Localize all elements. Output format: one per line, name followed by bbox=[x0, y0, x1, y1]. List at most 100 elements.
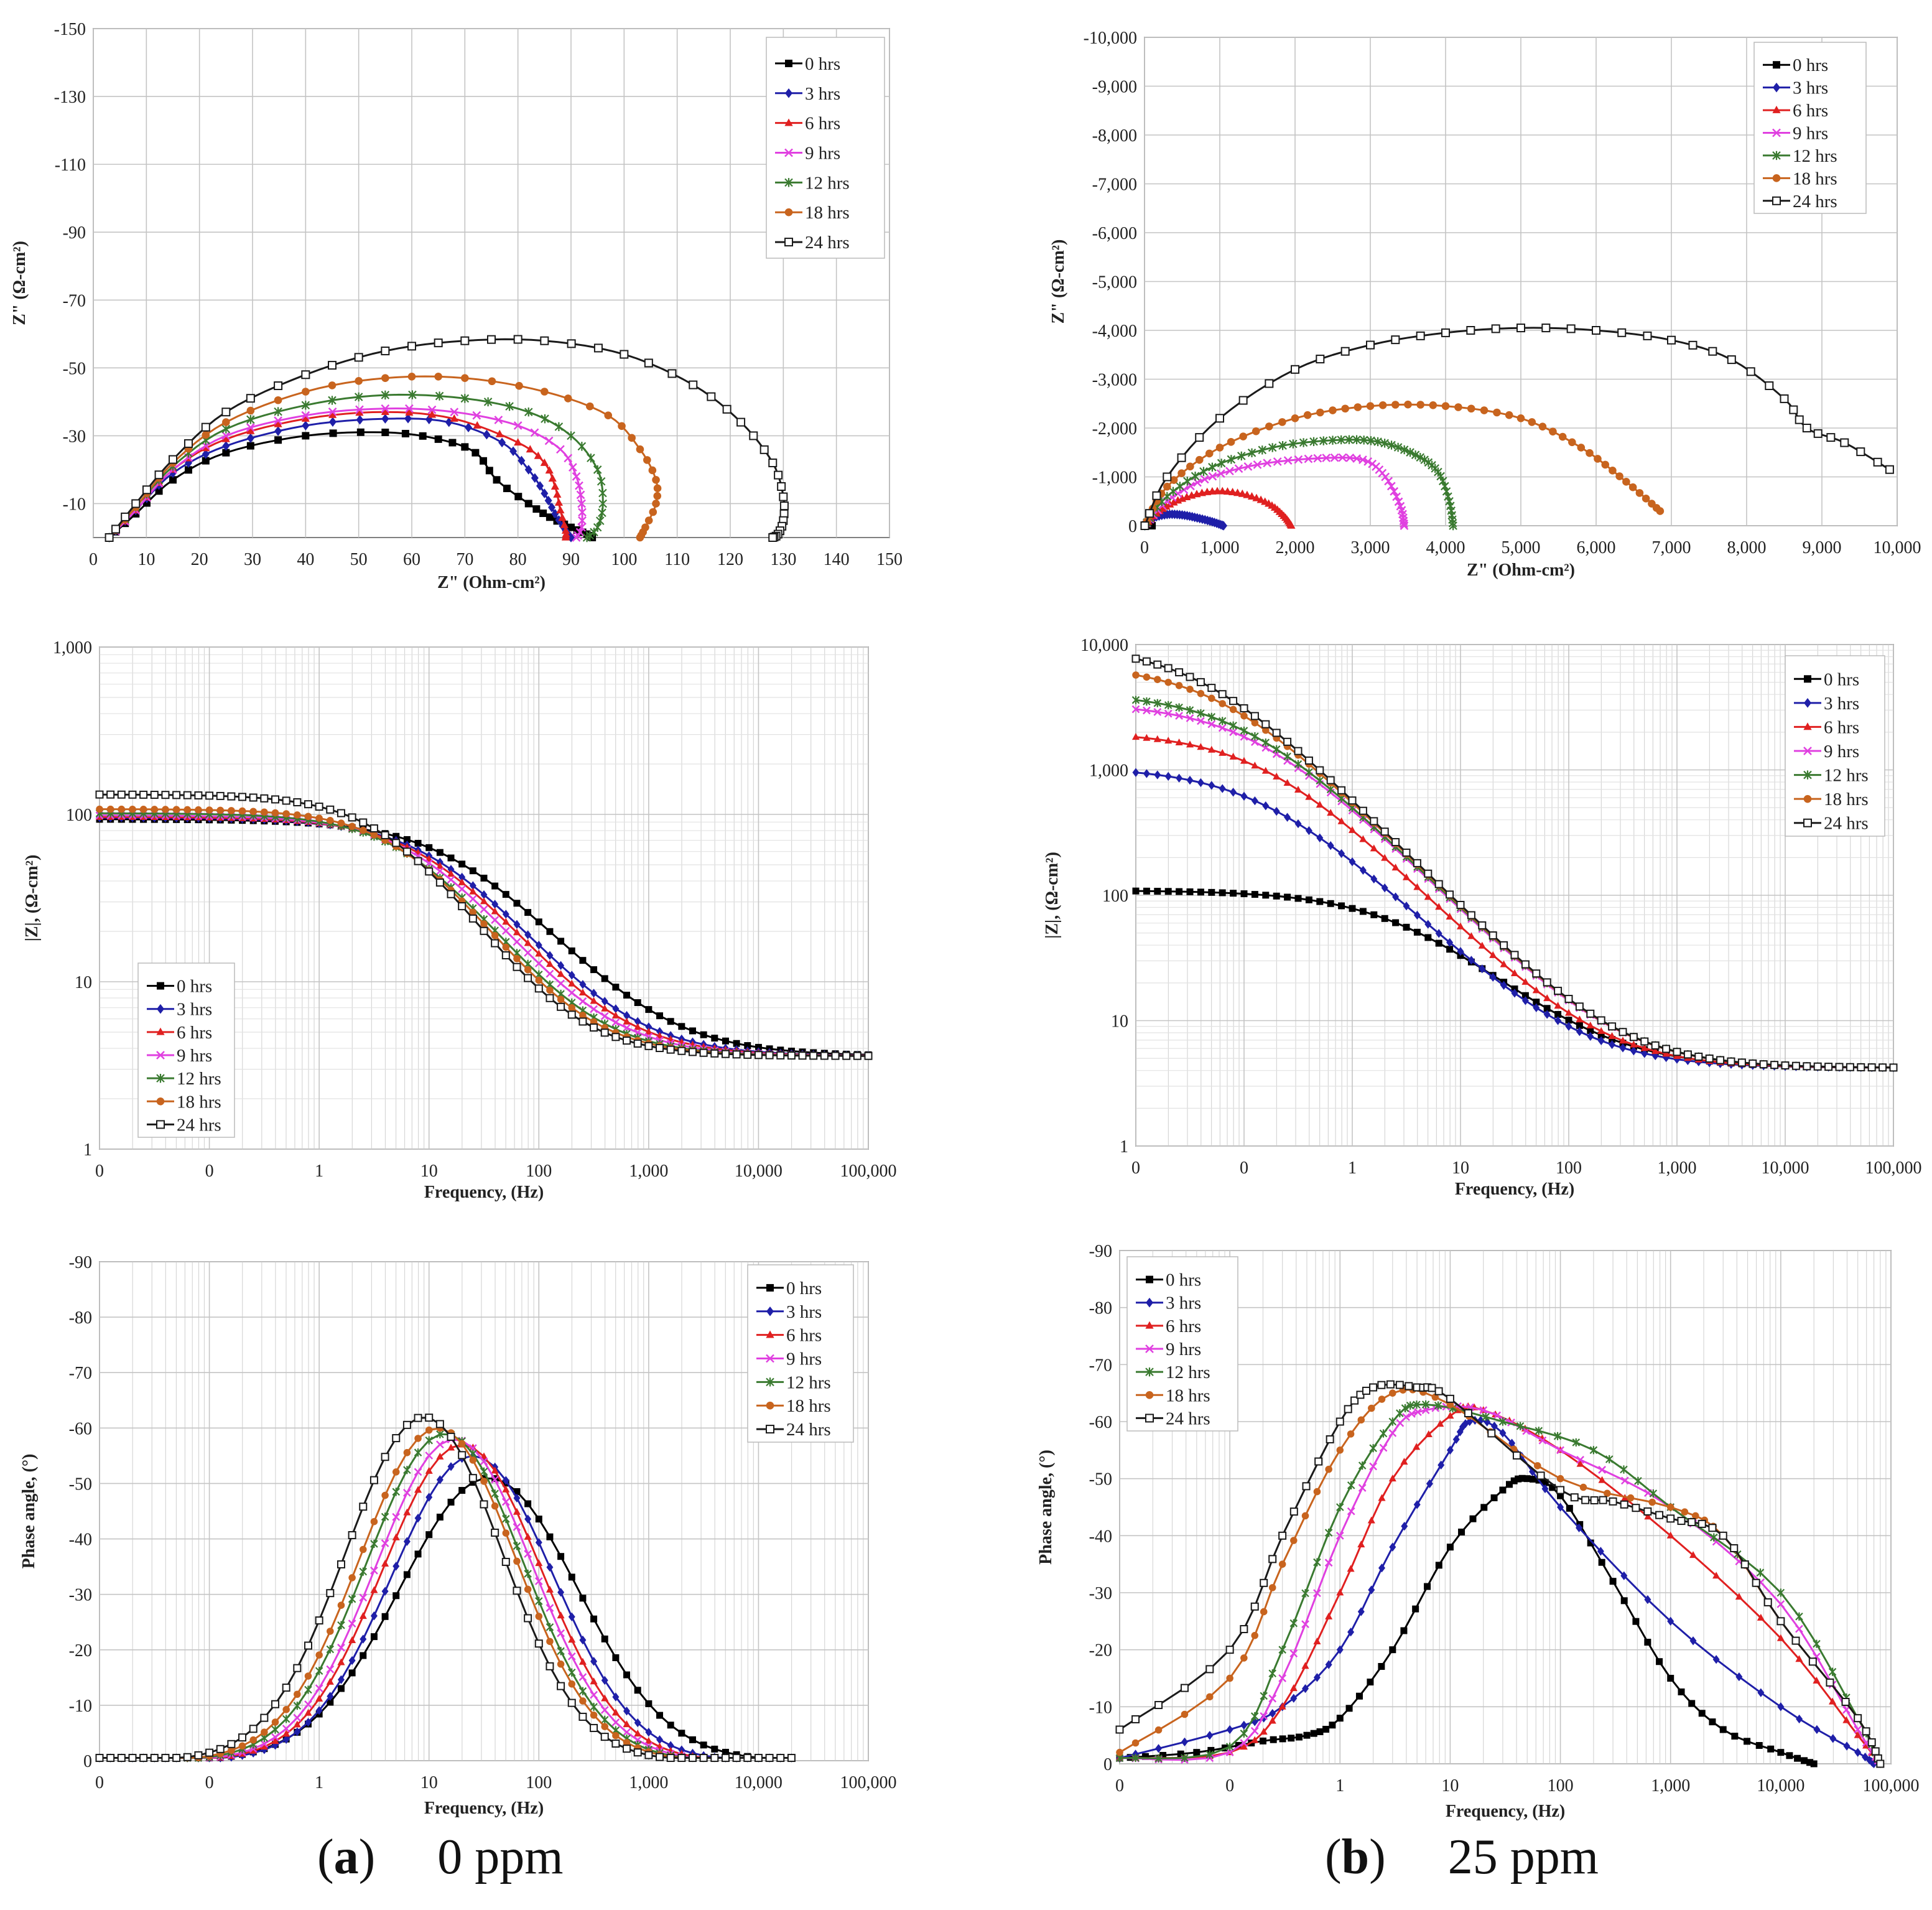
data-point bbox=[202, 449, 210, 459]
data-point bbox=[249, 793, 258, 802]
data-point bbox=[590, 1711, 598, 1719]
data-point bbox=[1173, 489, 1182, 498]
y-tick-label: -60 bbox=[69, 1419, 92, 1438]
data-point bbox=[473, 421, 481, 429]
data-point bbox=[1283, 737, 1292, 746]
data-point bbox=[1305, 793, 1313, 800]
data-point bbox=[1175, 668, 1184, 677]
data-point bbox=[1810, 1760, 1818, 1768]
data-point bbox=[1252, 493, 1261, 501]
data-point bbox=[436, 862, 444, 869]
data-point bbox=[546, 1533, 554, 1540]
data-point bbox=[1515, 1475, 1522, 1483]
legend-label: 3 hrs bbox=[1793, 78, 1828, 98]
data-point bbox=[1250, 1602, 1259, 1611]
data-point bbox=[1186, 775, 1194, 785]
data-point bbox=[381, 1586, 389, 1596]
data-point bbox=[282, 1730, 290, 1737]
data-point bbox=[611, 1718, 620, 1726]
data-point bbox=[1316, 1728, 1324, 1735]
data-point bbox=[667, 1721, 674, 1729]
data-point bbox=[1846, 1063, 1854, 1071]
data-point bbox=[578, 1017, 587, 1026]
data-point bbox=[1441, 402, 1450, 410]
y-tick-label: -150 bbox=[54, 20, 86, 39]
data-point bbox=[593, 343, 603, 353]
data-point bbox=[576, 490, 585, 500]
data-point bbox=[1169, 487, 1177, 496]
data-point bbox=[749, 431, 758, 440]
data-point bbox=[524, 1550, 532, 1558]
data-point bbox=[483, 429, 491, 440]
data-point bbox=[1327, 809, 1335, 816]
data-point bbox=[1177, 1750, 1184, 1758]
data-point bbox=[689, 1736, 696, 1743]
data-point bbox=[392, 1562, 400, 1571]
data-point bbox=[711, 1035, 718, 1042]
data-point bbox=[1813, 1639, 1821, 1648]
data-point bbox=[1446, 946, 1454, 953]
y-tick-label: -110 bbox=[55, 156, 86, 175]
data-point bbox=[1843, 1741, 1851, 1751]
data-point bbox=[425, 1426, 433, 1434]
legend-marker bbox=[785, 88, 792, 98]
data-point bbox=[1688, 1700, 1696, 1707]
data-point bbox=[1193, 1749, 1201, 1756]
data-point bbox=[513, 335, 522, 344]
data-point bbox=[392, 1512, 401, 1521]
data-point bbox=[183, 439, 193, 448]
data-point bbox=[1131, 1753, 1140, 1763]
data-point bbox=[561, 526, 570, 534]
data-point bbox=[677, 1754, 686, 1763]
data-point bbox=[546, 986, 554, 994]
data-point bbox=[1265, 379, 1274, 388]
y-tick-label: -5,000 bbox=[1092, 273, 1137, 292]
data-point bbox=[645, 1022, 653, 1032]
data-point bbox=[1543, 978, 1551, 987]
data-point bbox=[407, 372, 416, 381]
data-point bbox=[491, 1475, 499, 1484]
data-point bbox=[427, 410, 437, 418]
legend-marker bbox=[1772, 128, 1781, 137]
x-tick-label: 100 bbox=[526, 1773, 552, 1792]
data-point bbox=[567, 339, 576, 348]
data-point bbox=[315, 814, 323, 822]
data-point bbox=[1727, 355, 1736, 365]
data-point bbox=[154, 470, 164, 480]
data-point bbox=[169, 476, 177, 484]
data-point bbox=[328, 410, 337, 418]
data-point bbox=[1667, 335, 1676, 345]
data-point bbox=[1205, 1665, 1214, 1674]
data-point bbox=[425, 859, 434, 867]
y-tick-label: -30 bbox=[1089, 1584, 1112, 1603]
data-point bbox=[1521, 996, 1529, 1005]
x-tick-label: 110 bbox=[664, 550, 690, 569]
data-point bbox=[1667, 1616, 1674, 1626]
x-tick-label: 0 bbox=[1225, 1776, 1234, 1796]
data-point bbox=[590, 1023, 598, 1032]
y-tick-label: -30 bbox=[63, 427, 86, 446]
legend-label: 9 hrs bbox=[805, 144, 840, 164]
data-point bbox=[623, 992, 631, 999]
data-point bbox=[1597, 1547, 1604, 1556]
data-point bbox=[1576, 1460, 1584, 1467]
data-point bbox=[1446, 913, 1454, 920]
x-tick-label: 10,000 bbox=[735, 1773, 783, 1792]
data-point bbox=[787, 1051, 796, 1060]
data-point bbox=[485, 467, 493, 475]
data-point bbox=[1493, 1411, 1502, 1420]
data-point bbox=[161, 791, 170, 799]
data-point bbox=[1541, 1479, 1549, 1486]
data-point bbox=[1186, 888, 1194, 895]
data-point bbox=[326, 1665, 335, 1674]
data-point bbox=[1554, 987, 1563, 995]
legend-marker bbox=[1773, 61, 1780, 69]
data-point bbox=[1213, 487, 1222, 495]
y-tick-label: -1,000 bbox=[1092, 468, 1137, 488]
data-point bbox=[567, 989, 576, 997]
data-point bbox=[1813, 429, 1823, 438]
data-point bbox=[556, 445, 565, 454]
data-point bbox=[853, 1051, 862, 1060]
data-point bbox=[1207, 684, 1216, 692]
data-point bbox=[1227, 455, 1236, 464]
